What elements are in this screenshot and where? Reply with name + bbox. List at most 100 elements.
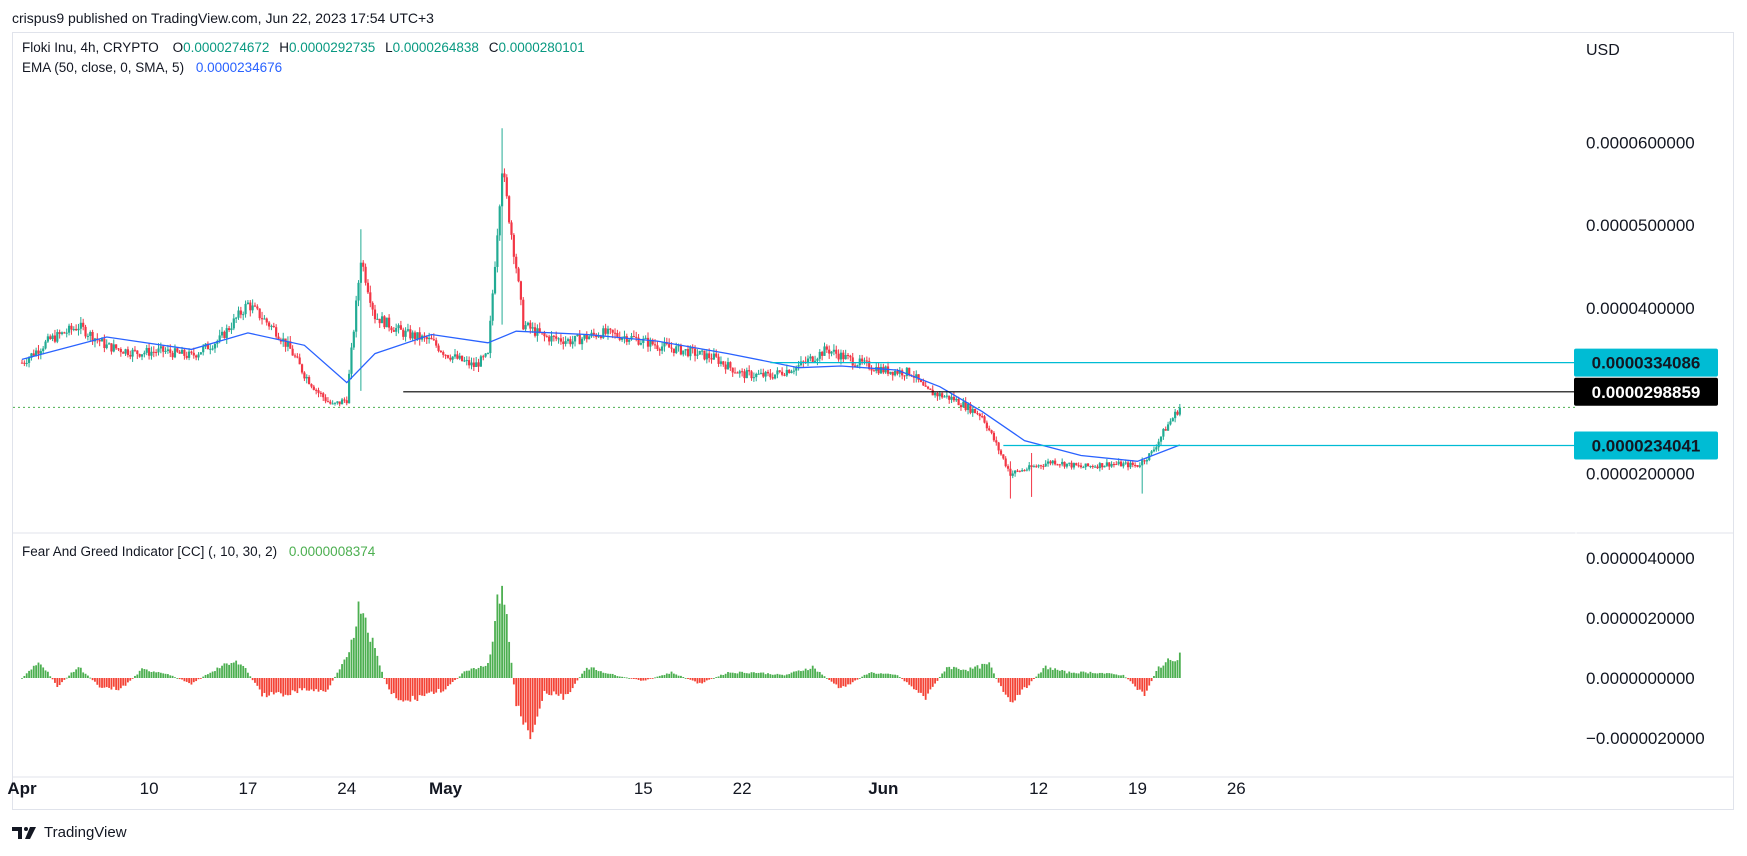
indicator-bar	[312, 678, 315, 692]
indicator-bar	[42, 667, 45, 678]
candle-body	[799, 361, 803, 366]
indicator-bar	[990, 667, 993, 678]
candle-body	[837, 353, 840, 360]
time-tick-label: 10	[140, 779, 159, 798]
candle-body	[856, 365, 859, 367]
candle-body	[868, 361, 871, 369]
candle-body	[1051, 460, 1054, 464]
indicator-bar	[592, 667, 595, 678]
indicator-bar	[32, 665, 35, 678]
candle-body	[771, 377, 774, 379]
candle-body	[468, 360, 471, 366]
candle-body	[1016, 470, 1019, 472]
candle-body	[237, 310, 240, 318]
candle-body	[639, 342, 643, 345]
indicator-bar	[1131, 678, 1134, 684]
candle-body	[576, 334, 579, 336]
candle-body	[524, 325, 527, 330]
candle-body	[190, 351, 193, 353]
candle-body	[348, 373, 351, 404]
candle-body	[211, 348, 214, 350]
candle-body	[115, 344, 118, 349]
indicator-bar	[1054, 668, 1057, 678]
indicator-bar	[769, 674, 772, 678]
candle-body	[564, 341, 567, 344]
indicator-bar	[491, 641, 494, 678]
ohlc-high-value: 0.0000292735	[288, 40, 376, 55]
indicator-bar	[595, 670, 598, 678]
candle-body	[962, 401, 965, 408]
candle-body	[1178, 407, 1181, 415]
indicator-bar	[298, 678, 301, 689]
indicator-bar	[609, 673, 612, 678]
ema-legend[interactable]: EMA (50, close, 0, SMA, 5) 0.0000234676	[22, 60, 282, 75]
candle-body	[300, 364, 304, 373]
candle-body	[748, 370, 751, 372]
candle-body	[898, 370, 901, 374]
indicator-bar	[461, 673, 463, 678]
candle-body	[152, 351, 155, 353]
indicator-bar	[651, 678, 654, 679]
candle-body	[352, 331, 355, 348]
candle-body	[256, 306, 259, 309]
candle-body	[303, 372, 306, 379]
indicator-legend[interactable]: Fear And Greed Indicator [CC] (, 10, 30,…	[22, 544, 375, 559]
candle-body	[472, 362, 475, 367]
indicator-bar	[795, 671, 798, 678]
candle-body	[402, 329, 405, 337]
indicator-bar	[402, 678, 405, 702]
indicator-bar	[764, 674, 767, 678]
indicator-bar	[564, 678, 567, 695]
candle-body	[905, 367, 908, 376]
indicator-bar	[978, 668, 981, 678]
indicator-bar	[1084, 672, 1087, 678]
candle-body	[136, 350, 139, 355]
tradingview-footer[interactable]: TradingView	[12, 824, 127, 841]
indicator-bar	[1082, 671, 1085, 678]
candle-body	[1117, 461, 1120, 465]
indicator-bar	[762, 672, 765, 678]
candle-body	[439, 350, 442, 353]
candle-body	[715, 353, 718, 357]
indicator-bar	[435, 678, 438, 693]
indicator-bar	[877, 673, 880, 678]
indicator-bar	[1110, 673, 1113, 678]
indicator-bar	[235, 660, 238, 678]
indicator-bar	[56, 678, 59, 688]
indicator-bar	[395, 678, 398, 699]
candle-body	[220, 331, 224, 336]
candle-body	[409, 329, 412, 339]
symbol-legend[interactable]: Floki Inu, 4h, CRYPTO O0.0000274672 H0.0…	[22, 40, 591, 55]
indicator-bar	[359, 613, 362, 678]
indicator-bar	[588, 669, 591, 678]
candle-body	[105, 344, 108, 349]
candle-body	[1021, 470, 1024, 472]
indicator-bar	[352, 637, 355, 678]
indicator-bar	[103, 678, 106, 688]
candle-body	[686, 349, 690, 357]
indicator-bar	[734, 673, 736, 678]
indicator-bar	[760, 672, 762, 678]
candle-body	[1105, 462, 1108, 466]
indicator-bar	[465, 670, 468, 678]
indicator-bar	[757, 672, 760, 678]
chart-frame[interactable]	[12, 32, 1734, 810]
candle-body	[272, 325, 275, 328]
candle-body	[865, 360, 868, 362]
candle-body	[1068, 462, 1071, 464]
candle-body	[164, 350, 167, 352]
candle-body	[1164, 429, 1167, 431]
candle-body	[225, 328, 228, 338]
indicator-bar	[477, 667, 480, 678]
candle-body	[371, 302, 374, 310]
price-tick-label: 0.0000400000	[1586, 299, 1695, 318]
indicator-bar	[672, 673, 675, 678]
candle-body	[329, 401, 332, 404]
candle-body	[917, 374, 920, 380]
indicator-bar	[581, 673, 583, 678]
indicator-bar	[72, 671, 75, 678]
indicator-bar	[228, 664, 230, 678]
candle-body	[802, 361, 805, 363]
indicator-bar	[1016, 678, 1019, 696]
